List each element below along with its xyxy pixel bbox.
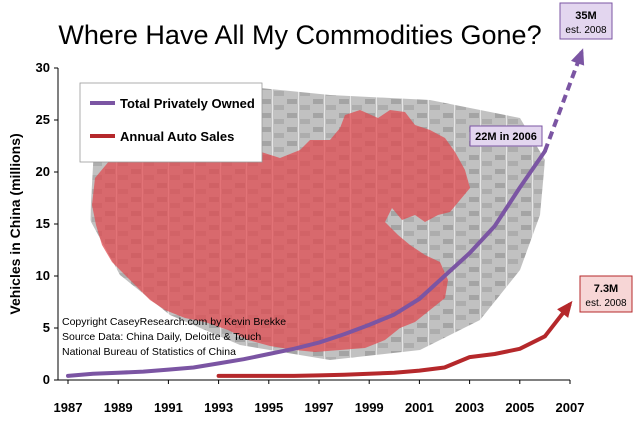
series-0-point	[493, 224, 497, 228]
callout-sales-2008-sub: est. 2008	[585, 298, 627, 309]
series-line-0	[66, 149, 547, 378]
y-axis-label: Vehicles in China (millions)	[7, 133, 23, 314]
series-1-point	[443, 366, 446, 370]
series-1-point	[342, 373, 346, 377]
chart-title: Where Have All My Commodities Gone?	[58, 20, 541, 50]
series-line-1	[216, 334, 547, 378]
series-0-point	[91, 372, 95, 376]
projection-line-0	[543, 51, 584, 152]
x-tick-label: 1991	[154, 400, 183, 415]
y-tick-label: 20	[36, 164, 50, 179]
x-tick-label: 2007	[556, 400, 585, 415]
bureau-note: National Bureau of Statistics of China	[62, 346, 236, 358]
series-0-point	[192, 366, 195, 370]
series-0-point	[443, 274, 446, 278]
series-0-point	[468, 251, 472, 255]
series-1-point	[317, 373, 321, 377]
projection-arrowhead-0	[570, 48, 585, 66]
series-0-point	[392, 312, 396, 316]
source-notes: Copyright CaseyResearch.com by Kevin Bre…	[62, 316, 286, 358]
x-tick-label: 2003	[455, 400, 484, 415]
y-tick-label: 30	[36, 60, 50, 75]
y-tick-label: 5	[43, 320, 50, 335]
x-tick-label: 1989	[104, 400, 133, 415]
series-1-point	[242, 374, 246, 378]
series-0-point	[141, 370, 145, 374]
x-tick-label: 1993	[204, 400, 233, 415]
series-0-point	[317, 341, 321, 345]
source-note: Source Data: China Daily, Deloitte & Tou…	[62, 331, 261, 343]
callout-sales-2008: 7.3M est. 2008	[579, 275, 633, 313]
series-1-point	[367, 372, 371, 376]
y-tick-label: 25	[36, 112, 50, 127]
callout-total-2008: 35M est. 2008	[559, 2, 613, 40]
copyright-note: Copyright CaseyResearch.com by Kevin Bre…	[62, 316, 286, 328]
series-1-point	[217, 374, 221, 378]
callout-total-2006: 22M in 2006	[469, 125, 543, 147]
x-tick-label: 1999	[355, 400, 384, 415]
callout-total-2008-sub: est. 2008	[565, 25, 607, 36]
china-map-shape	[92, 110, 470, 352]
series-1-point	[392, 371, 396, 375]
legend-box	[79, 82, 263, 163]
legend: Total Privately Owned Annual Auto Sales	[79, 82, 263, 163]
x-tick-labels: 1987 1989 1991 1993 1995 1997 1999 2001 2003 2005…	[54, 380, 585, 415]
y-tick-label: 10	[36, 268, 50, 283]
x-tick-label: 1995	[254, 400, 283, 415]
y-tick-labels: 0 5 10 15 20 25 30	[36, 60, 58, 387]
series-1-point	[292, 374, 296, 378]
callout-total-2006-text: 22M in 2006	[475, 131, 537, 143]
series-1-point	[518, 347, 522, 351]
x-tick-label: 1997	[305, 400, 334, 415]
series-0-point	[342, 332, 346, 336]
x-tick-label: 2001	[405, 400, 434, 415]
series-1-point	[493, 352, 497, 356]
legend-label-sales: Annual Auto Sales	[120, 129, 234, 144]
series-1-point	[267, 374, 271, 378]
x-tick-label: 2005	[505, 400, 534, 415]
series-0-point	[166, 368, 170, 372]
series-0-point	[292, 347, 296, 351]
x-tick-label: 1987	[54, 400, 83, 415]
series-0-point	[518, 186, 522, 190]
projection-arrowhead-1	[557, 300, 573, 318]
y-tick-label: 15	[36, 216, 50, 231]
series-0-point	[367, 323, 371, 327]
series-0-point	[217, 361, 221, 365]
callout-total-2008-box	[559, 2, 613, 40]
callout-total-2008-value: 35M	[575, 10, 596, 22]
series-0-point	[66, 374, 70, 378]
series-0-point	[267, 352, 271, 356]
legend-label-total: Total Privately Owned	[120, 96, 255, 111]
series-0-point	[116, 371, 120, 375]
series-0-point	[242, 357, 246, 361]
callout-sales-2008-value: 7.3M	[594, 283, 618, 295]
series-0-point	[417, 297, 421, 301]
series-1-point	[417, 369, 421, 373]
series-layer	[66, 48, 585, 378]
series-1-point	[468, 355, 472, 359]
y-tick-label: 0	[43, 372, 50, 387]
callout-total-2006-box	[469, 125, 543, 147]
callout-sales-2008-box	[579, 275, 633, 313]
